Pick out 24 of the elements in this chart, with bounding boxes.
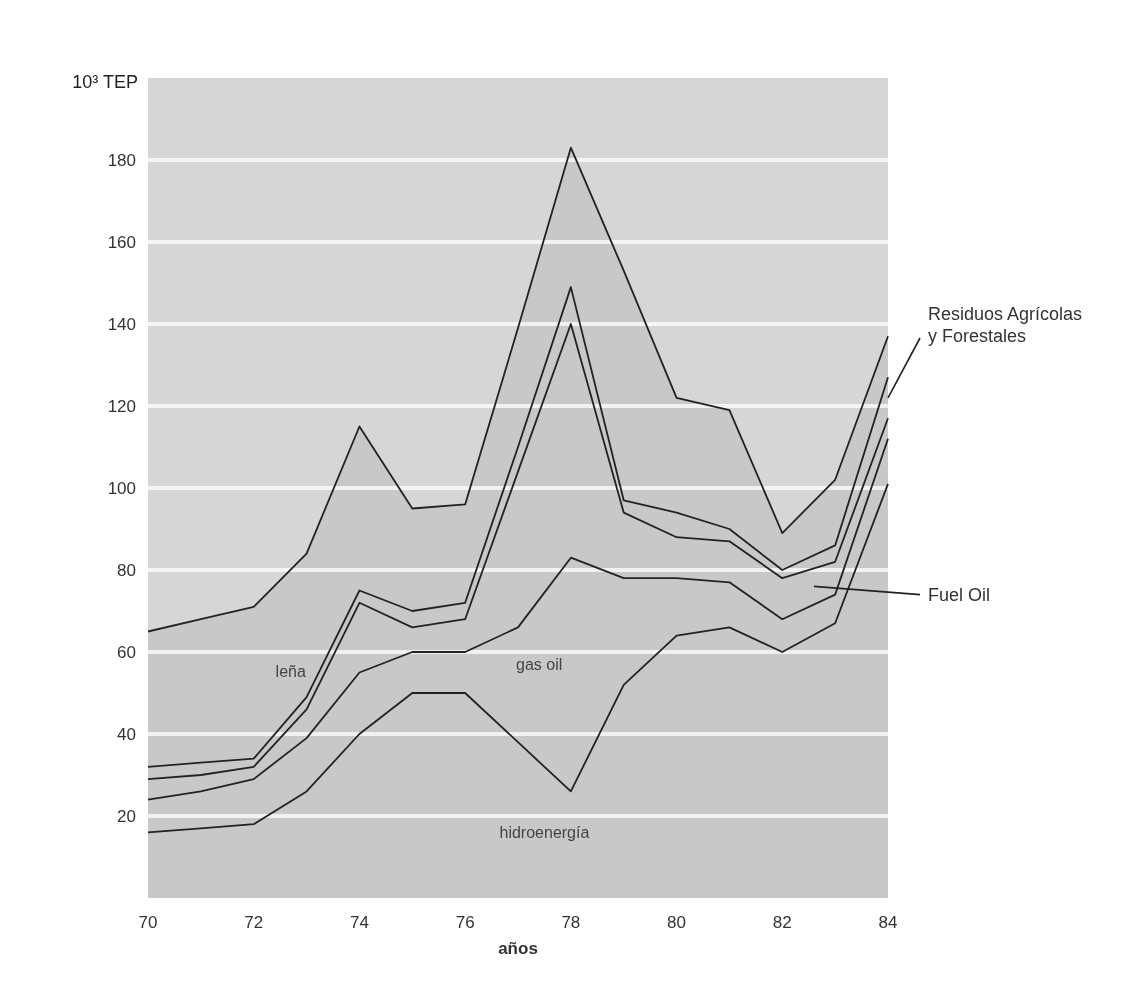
y-tick-label: 180	[107, 150, 136, 170]
x-tick-label: 78	[561, 913, 581, 932]
y-tick-label: 140	[107, 314, 136, 334]
text: Residuos Agrícolas y Forestales	[928, 304, 1083, 346]
x-tick-label: 74	[349, 913, 369, 932]
x-tick-label: 70	[138, 913, 158, 932]
y-tick-label: 100	[107, 478, 136, 498]
series-label: leña	[275, 663, 306, 681]
y-tick-label: 160	[107, 232, 136, 252]
y-tick-label: 40	[117, 724, 136, 744]
y-axis-title: 10³ TEP	[72, 72, 138, 92]
text: Fuel Oil	[928, 584, 991, 605]
series-label: gas oil	[516, 656, 563, 674]
y-tick-label: 120	[107, 396, 136, 416]
x-axis-title: años	[498, 939, 538, 958]
x-tick-label: 84	[878, 913, 898, 932]
x-tick-label: 80	[667, 913, 687, 932]
series-label: hidroenergía	[499, 824, 590, 841]
x-tick-label: 76	[455, 913, 475, 932]
y-tick-label: 60	[117, 642, 136, 662]
y-tick-label: 20	[117, 806, 136, 826]
x-tick-label: 72	[244, 913, 264, 932]
x-tick-label: 82	[772, 913, 792, 932]
y-tick-label: 80	[117, 560, 136, 580]
